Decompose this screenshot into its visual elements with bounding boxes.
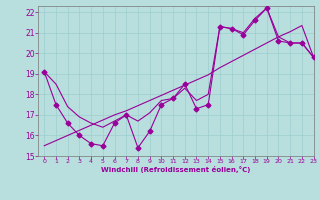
X-axis label: Windchill (Refroidissement éolien,°C): Windchill (Refroidissement éolien,°C) xyxy=(101,166,251,173)
